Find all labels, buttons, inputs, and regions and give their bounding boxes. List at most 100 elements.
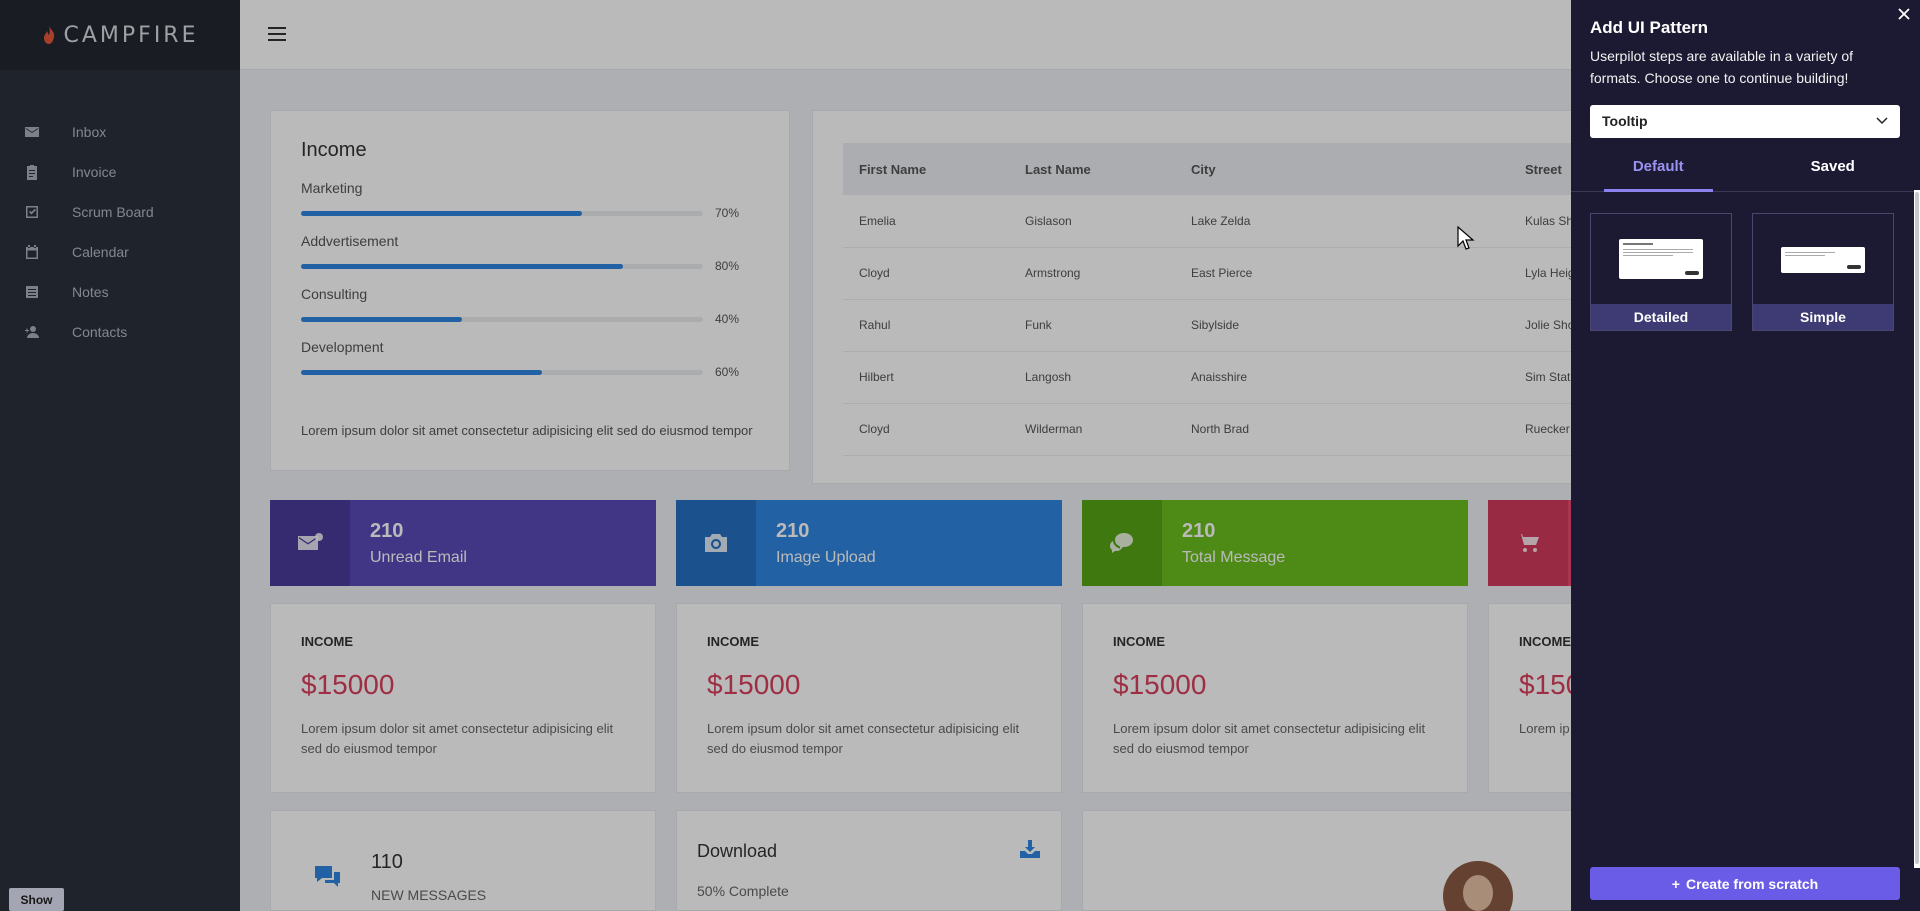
- column-header-city[interactable]: City: [1191, 161, 1216, 177]
- template-preview-detailed: [1591, 214, 1731, 306]
- template-label: Detailed: [1591, 304, 1731, 330]
- table-cell: Anaisshire: [1175, 351, 1509, 404]
- sidebar-item-scrum-board[interactable]: Scrum Board: [0, 192, 240, 232]
- progress-fill: [301, 263, 623, 269]
- sidebar-item-notes[interactable]: Notes: [0, 272, 240, 312]
- mail-icon: [270, 500, 350, 586]
- sidebar-item-contacts[interactable]: Contacts: [0, 312, 240, 352]
- notes-icon: [24, 284, 40, 300]
- income-value: $150: [1519, 669, 1582, 700]
- flame-icon: [43, 26, 54, 44]
- income-footer-text: Lorem ipsum dolor sit amet consectetur a…: [301, 423, 753, 438]
- sidebar: CAMPFIRE Inbox Invoice Scrum Board Calen…: [0, 0, 240, 911]
- progress-percent: 60%: [715, 365, 740, 379]
- card-description: Lorem ipsum dolor sit amet consectetur a…: [1113, 721, 1426, 756]
- column-header-street[interactable]: Street: [1525, 161, 1562, 177]
- pattern-type-select[interactable]: Tooltip: [1590, 105, 1900, 138]
- stat-number: 210: [370, 520, 404, 542]
- menu-icon[interactable]: [268, 27, 286, 41]
- create-from-scratch-button[interactable]: + Create from scratch: [1590, 867, 1900, 900]
- stat-label: Image Upload: [776, 549, 876, 566]
- table-cell: Hilbert: [843, 351, 1009, 404]
- panel-title: Add UI Pattern: [1590, 18, 1709, 37]
- column-header-first-name[interactable]: First Name: [859, 161, 927, 177]
- progress-percent: 80%: [715, 259, 740, 273]
- table-cell: Wilderman: [1009, 403, 1175, 456]
- progress-bar: [301, 369, 703, 375]
- sidebar-item-label: Calendar: [72, 244, 129, 260]
- messages-count: 110: [371, 851, 403, 873]
- select-value: Tooltip: [1602, 113, 1648, 129]
- sidebar-item-label: Inbox: [72, 124, 107, 140]
- sidebar-item-inbox[interactable]: Inbox: [0, 112, 240, 152]
- stat-number: 210: [1182, 520, 1216, 542]
- scrollbar[interactable]: [1914, 190, 1920, 868]
- brand-name: CAMPFIRE: [63, 22, 199, 48]
- stat-label: Unread Email: [370, 549, 467, 566]
- sidebar-item-label: Notes: [72, 284, 109, 300]
- template-detailed[interactable]: Detailed: [1590, 213, 1732, 331]
- table-cell: Lake Zelda: [1175, 195, 1509, 248]
- stat-unread-email[interactable]: 210 Unread Email: [270, 500, 656, 586]
- progress-label: Consulting: [301, 286, 368, 302]
- table-cell: Sibylside: [1175, 299, 1509, 352]
- card-heading: INCOME: [301, 634, 353, 649]
- income-summary-card: INCOME $15000 Lorem ipsum dolor sit amet…: [1082, 603, 1468, 793]
- table-cell: East Pierce: [1175, 247, 1509, 300]
- card-description: Lorem ipsum dolor sit amet consectetur a…: [301, 721, 614, 756]
- income-progress-card: Income Marketing 70% Addvertisement 80% …: [270, 110, 790, 471]
- sidebar-item-label: Scrum Board: [72, 204, 154, 220]
- sidebar-item-label: Invoice: [72, 164, 117, 180]
- download-icon[interactable]: [1019, 839, 1041, 859]
- stat-total-message[interactable]: 210 Total Message: [1082, 500, 1468, 586]
- mouse-cursor-icon: [1457, 226, 1475, 250]
- cart-icon: [1488, 500, 1568, 586]
- close-icon[interactable]: [1896, 6, 1912, 22]
- show-button[interactable]: Show: [9, 888, 64, 911]
- ui-pattern-panel: Add UI Pattern Userpilot steps are avail…: [1571, 0, 1920, 911]
- scrollbar-thumb[interactable]: [1915, 192, 1919, 864]
- panel-description: Userpilot steps are available in a varie…: [1590, 48, 1854, 86]
- template-simple[interactable]: Simple: [1752, 213, 1894, 331]
- progress-bar: [301, 263, 703, 269]
- income-value: $15000: [707, 669, 801, 700]
- sidebar-item-label: Contacts: [72, 324, 128, 340]
- person-add-icon: [24, 324, 40, 340]
- brand-header[interactable]: CAMPFIRE: [0, 0, 240, 70]
- sidebar-item-invoice[interactable]: Invoice: [0, 152, 240, 192]
- table-cell: Cloyd: [843, 403, 1009, 456]
- progress-bar: [301, 210, 703, 216]
- progress-fill: [301, 210, 583, 216]
- plus-icon: +: [1671, 875, 1680, 892]
- avatar[interactable]: [1443, 861, 1513, 911]
- progress-bar: [301, 316, 703, 322]
- card-heading: INCOME: [1519, 634, 1571, 649]
- card-heading: INCOME: [707, 634, 759, 649]
- card-title: Income: [301, 139, 367, 161]
- progress-percent: 70%: [715, 206, 740, 220]
- tab-default[interactable]: Default: [1571, 150, 1746, 192]
- sidebar-item-calendar[interactable]: Calendar: [0, 232, 240, 272]
- table-cell: Armstrong: [1009, 247, 1175, 300]
- download-card: Download 50% Complete: [676, 810, 1062, 911]
- stat-image-upload[interactable]: 210 Image Upload: [676, 500, 1062, 586]
- template-preview-simple: [1753, 214, 1893, 306]
- chat-icon: [1082, 500, 1162, 586]
- income-summary-card: INCOME $15000 Lorem ipsum dolor sit amet…: [270, 603, 656, 793]
- table-cell: Rahul: [843, 299, 1009, 352]
- income-summary-card: INCOME $15000 Lorem ipsum dolor sit amet…: [676, 603, 1062, 793]
- clipboard-icon: [24, 164, 40, 180]
- template-label: Simple: [1753, 304, 1893, 330]
- table-cell: Langosh: [1009, 351, 1175, 404]
- table-cell: Funk: [1009, 299, 1175, 352]
- progress-label: Addvertisement: [301, 233, 399, 249]
- chat-icon: [311, 863, 343, 898]
- column-header-last-name[interactable]: Last Name: [1025, 161, 1091, 177]
- panel-tabs: Default Saved: [1571, 150, 1920, 192]
- tab-saved[interactable]: Saved: [1810, 158, 1855, 175]
- create-button-label: Create from scratch: [1685, 875, 1819, 892]
- table-cell: Cloyd: [843, 247, 1009, 300]
- progress-row: Marketing 70%: [301, 180, 759, 220]
- messages-label: NEW MESSAGES: [371, 887, 487, 903]
- stat-number: 210: [776, 520, 810, 542]
